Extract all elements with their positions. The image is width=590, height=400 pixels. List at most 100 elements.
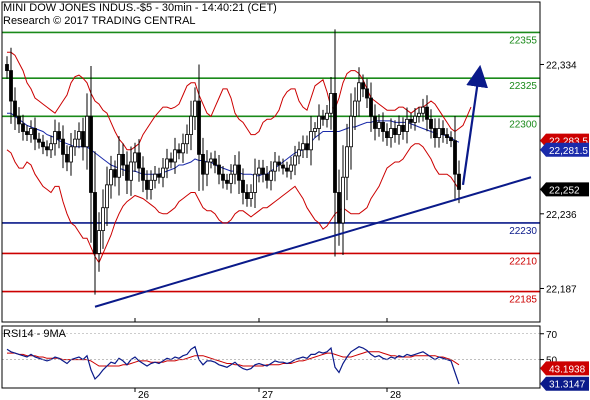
candle-body — [445, 134, 449, 139]
candle-body — [369, 97, 373, 117]
candle-body — [309, 131, 313, 151]
candle-body — [341, 176, 345, 224]
candle — [381, 112, 385, 142]
price-value-tag-bg — [540, 182, 589, 197]
candle-body — [289, 164, 293, 172]
candle — [309, 115, 313, 166]
candle — [405, 107, 409, 144]
rsi-tick-label: 50 — [546, 356, 558, 367]
candle-body — [193, 100, 197, 117]
candle — [289, 156, 293, 180]
rsi-line — [6, 345, 460, 385]
candle — [241, 168, 245, 205]
candle — [205, 150, 209, 187]
candle-body — [129, 161, 133, 181]
candle — [385, 123, 389, 146]
candle — [57, 122, 61, 149]
rsi-value-tag-text: 31.3147 — [549, 380, 586, 391]
candle — [17, 107, 21, 134]
candle — [449, 131, 453, 148]
candle-body — [217, 164, 221, 175]
candle-body — [449, 137, 453, 142]
candle — [93, 151, 97, 295]
candle-body — [385, 131, 389, 139]
candle — [113, 160, 117, 187]
candle — [397, 115, 401, 145]
level-label-22325: 22325 — [509, 81, 537, 92]
candle — [153, 165, 157, 189]
candle-body — [101, 207, 105, 231]
candle-body — [409, 118, 413, 123]
candle-body — [209, 158, 213, 163]
candle-body — [285, 167, 289, 172]
candle — [233, 154, 237, 185]
candle-body — [397, 125, 401, 135]
candle-body — [157, 173, 161, 178]
candle — [81, 117, 85, 161]
candle-body — [57, 131, 61, 140]
candle-body — [13, 100, 17, 117]
candle — [277, 155, 281, 172]
x-tick-label: 27 — [262, 390, 274, 400]
candle-body — [317, 115, 321, 129]
candle-body — [265, 173, 269, 181]
candle-body — [121, 153, 125, 166]
chart-title: MINI DOW JONES INDUS.-$5 - 30min - 14:40… — [3, 2, 277, 14]
candle — [409, 112, 413, 129]
candle-body — [433, 128, 437, 139]
candle — [53, 119, 57, 156]
candle — [49, 135, 53, 159]
candle — [365, 78, 369, 109]
candle — [165, 148, 169, 179]
candle-body — [361, 82, 365, 90]
candle-body — [405, 118, 409, 132]
candle-body — [237, 164, 241, 181]
candle — [237, 151, 241, 194]
candle-body — [245, 192, 249, 199]
price-tick-label: 22,334 — [546, 60, 577, 71]
candle — [321, 109, 325, 126]
candle-body — [25, 131, 29, 135]
candle — [357, 67, 361, 117]
candle-body — [333, 93, 337, 193]
candle — [77, 122, 81, 149]
candle — [441, 120, 445, 143]
candle — [33, 117, 37, 151]
candle-body — [253, 173, 257, 193]
candle-body — [93, 192, 97, 254]
candle — [145, 170, 149, 200]
rsi-value-tag-text: 43.1938 — [549, 364, 586, 375]
candle-body — [77, 131, 81, 140]
candle-body — [313, 128, 317, 132]
candle-body — [177, 149, 181, 154]
candle — [209, 152, 213, 169]
candle-body — [5, 64, 9, 71]
candle — [445, 128, 449, 145]
candle — [217, 154, 221, 185]
candle-body — [9, 70, 13, 102]
candle-body — [197, 100, 201, 155]
candle-body — [29, 128, 33, 135]
candle — [369, 82, 373, 132]
level-label-22300: 22300 — [509, 119, 537, 130]
candle-body — [249, 192, 253, 199]
candle — [337, 169, 341, 246]
candle — [453, 115, 457, 199]
candle-body — [329, 93, 333, 114]
candle-body — [85, 115, 89, 148]
candle — [181, 133, 185, 163]
candle-body — [221, 173, 225, 181]
candle-body — [125, 164, 129, 181]
candle-body — [377, 121, 381, 129]
candle — [9, 47, 13, 124]
price-tick-label: 22,236 — [546, 210, 577, 221]
candle-body — [53, 131, 57, 145]
candle — [297, 141, 301, 165]
candle-body — [21, 123, 25, 132]
candle-body — [401, 125, 405, 132]
candle-body — [33, 128, 37, 140]
candle — [157, 167, 161, 184]
candle-body — [337, 192, 341, 224]
candle-body — [417, 112, 421, 117]
